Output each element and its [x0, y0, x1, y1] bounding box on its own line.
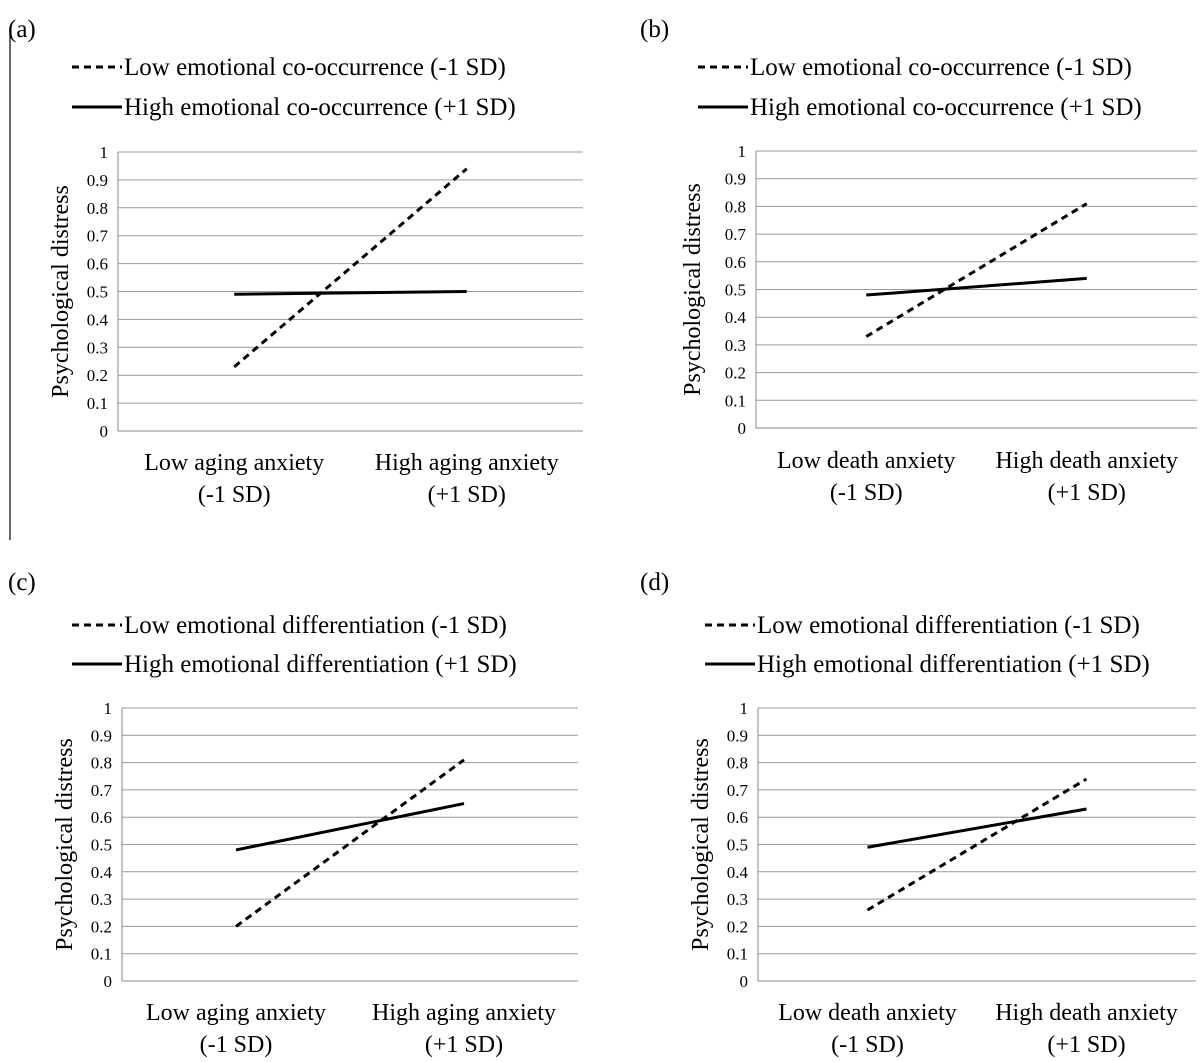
x-category-sublabel: (+1 SD) [428, 482, 506, 508]
y-axis-label: Psychological distress [52, 738, 78, 951]
y-axis-label: Psychological distress [688, 738, 714, 951]
y-tick-label: 0.8 [725, 197, 746, 216]
y-tick-label: 1 [104, 699, 113, 718]
legend-entry: Low emotional co-occurrence (-1 SD) [750, 54, 1132, 81]
legend-entry: Low emotional differentiation (-1 SD) [124, 612, 507, 639]
chart-panel-2: (b) Low emotional co-occurrence (-1 SD) Hi… [640, 16, 1197, 506]
legend-entry: High emotional co-occurrence (+1 SD) [750, 94, 1142, 121]
series-line-solid [235, 802, 465, 852]
x-category-label: High death anxiety [995, 448, 1178, 474]
y-tick-label: 0.3 [87, 338, 108, 357]
x-category-label: High death anxiety [995, 1000, 1178, 1026]
x-category-sublabel: (-1 SD) [830, 480, 903, 506]
y-tick-label: 0 [740, 972, 749, 991]
y-tick-label: 0.6 [725, 253, 746, 272]
y-tick-label: 0.4 [91, 863, 113, 882]
series-line-dashed [233, 167, 468, 368]
x-category-label: Low death anxiety [778, 1000, 957, 1026]
legend-entry: High emotional differentiation (+1 SD) [757, 651, 1150, 678]
x-category-sublabel: (-1 SD) [200, 1032, 273, 1058]
x-category-label: Low aging anxiety [144, 450, 324, 476]
legend-entry: High emotional differentiation (+1 SD) [124, 651, 517, 678]
x-category-sublabel: (+1 SD) [1048, 480, 1126, 506]
panel-label: (b) [640, 16, 669, 43]
chart-panel-4: (d) Low emotional differentiation (-1 SD)… [640, 569, 1196, 1058]
y-tick-label: 0.2 [725, 364, 746, 383]
x-category-sublabel: (-1 SD) [198, 482, 271, 508]
x-category-sublabel: (+1 SD) [1047, 1032, 1125, 1058]
y-tick-label: 0.8 [87, 199, 108, 218]
legend-entry: High emotional co-occurrence (+1 SD) [124, 94, 516, 121]
y-tick-label: 0 [100, 422, 109, 441]
y-tick-label: 0.9 [87, 171, 108, 190]
y-tick-label: 0.7 [91, 781, 113, 800]
y-axis-label: Psychological distress [48, 185, 74, 398]
y-tick-label: 0.3 [91, 890, 112, 909]
panel-label: (c) [8, 569, 36, 596]
y-tick-label: 0 [104, 972, 113, 991]
y-tick-label: 0.7 [727, 781, 749, 800]
y-tick-label: 0.8 [91, 754, 112, 773]
x-category-label: High aging anxiety [375, 450, 559, 476]
y-tick-label: 0 [738, 419, 747, 438]
x-category-label: High aging anxiety [372, 1000, 556, 1026]
x-category-label: Low aging anxiety [146, 1000, 326, 1026]
y-tick-label: 0.8 [727, 754, 748, 773]
y-tick-label: 0.3 [727, 890, 748, 909]
y-tick-label: 0.1 [87, 394, 108, 413]
y-tick-label: 0.5 [727, 836, 748, 855]
y-tick-label: 0.6 [87, 255, 108, 274]
y-tick-label: 0.4 [725, 308, 747, 327]
y-tick-label: 0.6 [727, 808, 748, 827]
y-tick-label: 0.4 [727, 863, 749, 882]
chart-panel-3: (c) Low emotional differentiation (-1 SD)… [8, 569, 578, 1058]
y-tick-label: 0.9 [91, 726, 112, 745]
series-line-solid [867, 807, 1087, 849]
series-line-dashed [865, 202, 1088, 338]
y-tick-label: 0.9 [727, 726, 748, 745]
panel-label: (a) [8, 16, 36, 43]
y-tick-label: 0.6 [91, 808, 112, 827]
y-tick-label: 0.1 [725, 391, 746, 410]
y-tick-label: 0.2 [87, 366, 108, 385]
y-tick-label: 0.5 [91, 836, 112, 855]
series-line-solid [234, 290, 467, 296]
chart-panel-1: (a) Low emotional co-occurrence (-1 SD) Hi… [8, 16, 583, 508]
series-line-solid [866, 276, 1087, 297]
x-category-label: Low death anxiety [777, 448, 956, 474]
panel-label: (d) [640, 569, 669, 596]
y-tick-label: 0.3 [725, 336, 746, 355]
y-tick-label: 1 [100, 143, 109, 162]
y-tick-label: 1 [740, 699, 749, 718]
y-tick-label: 1 [738, 142, 747, 161]
y-tick-label: 0.5 [87, 283, 108, 302]
y-tick-label: 0.1 [727, 945, 748, 964]
legend-entry: Low emotional co-occurrence (-1 SD) [124, 54, 506, 81]
series-line-dashed [866, 777, 1088, 912]
x-category-sublabel: (+1 SD) [425, 1032, 503, 1058]
y-tick-label: 0.2 [727, 917, 748, 936]
y-axis-label: Psychological distress [680, 183, 706, 396]
y-tick-label: 0.2 [91, 917, 112, 936]
legend-entry: Low emotional differentiation (-1 SD) [757, 612, 1140, 639]
y-tick-label: 0.4 [87, 310, 109, 329]
y-tick-label: 0.1 [91, 945, 112, 964]
x-category-sublabel: (-1 SD) [831, 1032, 904, 1058]
y-tick-label: 0.5 [725, 281, 746, 300]
y-tick-label: 0.7 [87, 227, 109, 246]
y-tick-label: 0.7 [725, 225, 747, 244]
y-tick-label: 0.9 [725, 170, 746, 189]
